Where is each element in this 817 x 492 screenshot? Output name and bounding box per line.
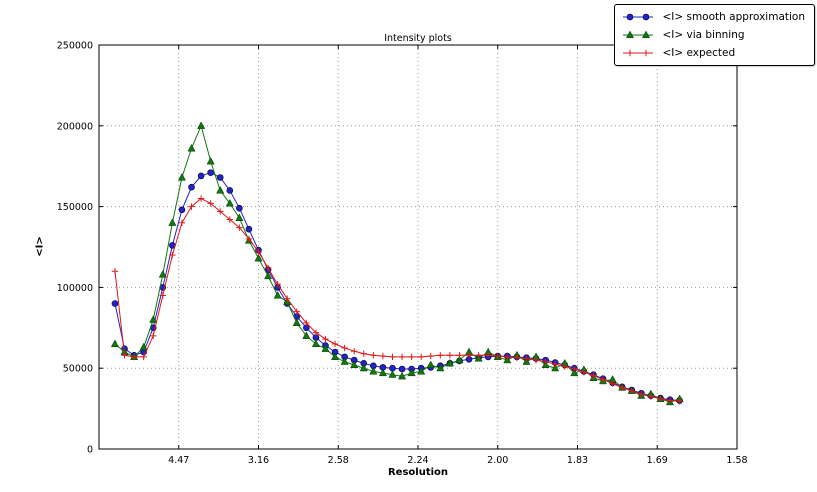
legend-item: <I> via binning — [621, 26, 805, 44]
x-tick-label: 2.58 — [328, 455, 349, 466]
legend-label: <I> smooth approximation — [662, 11, 805, 23]
gridlines — [99, 45, 737, 449]
x-tick-label: 3.16 — [248, 455, 269, 466]
x-tick-label: 4.47 — [168, 455, 189, 466]
series-triangle — [110, 121, 684, 406]
tick-labels: 4.47 3.16 2.58 2.24 2.00 1.83 1.69 1.58 0 50000 10… — [57, 41, 748, 467]
legend-item: <I> smooth approximation — [621, 8, 805, 26]
series-circle — [111, 169, 683, 404]
circle-marker-icon — [623, 13, 654, 21]
y-tick-label: 150000 — [57, 202, 93, 213]
plus-marker-icon — [623, 49, 654, 57]
y-tick-label: 100000 — [57, 283, 93, 294]
x-tick-label: 2.24 — [407, 455, 428, 466]
x-tick-label: 1.58 — [726, 455, 747, 466]
chart-title: Intensity plots — [384, 33, 452, 44]
series-plus — [111, 195, 683, 405]
triangle-marker-icon — [623, 30, 654, 39]
x-tick-label: 1.69 — [647, 455, 668, 466]
y-tick-label: 200000 — [57, 121, 93, 132]
y-tick-label: 0 — [87, 445, 93, 456]
y-axis-label: <I> — [34, 236, 46, 257]
legend-label: <I> expected — [662, 47, 736, 59]
x-axis-label: Resolution — [387, 467, 449, 478]
y-tick-label: 50000 — [63, 364, 93, 375]
legend-item: <I> expected — [621, 44, 805, 62]
legend-label: <I> via binning — [662, 29, 745, 41]
x-tick-label: 2.00 — [487, 455, 508, 466]
x-tick-label: 1.83 — [567, 455, 588, 466]
y-tick-label: 250000 — [57, 41, 93, 52]
legend-box: <I> smooth approximation <I> via binning <… — [614, 4, 815, 66]
